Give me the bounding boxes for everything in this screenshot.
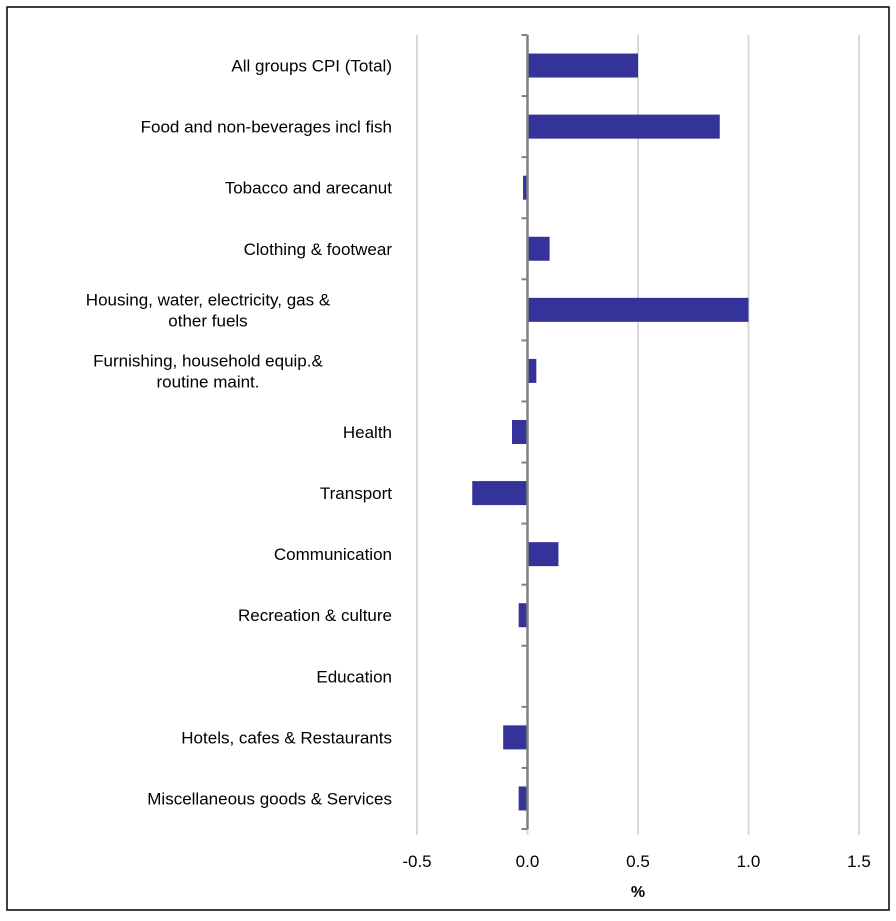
x-tick-labels: -0.5 0.0 0.5 1.0 1.5 bbox=[402, 852, 870, 871]
bar bbox=[527, 236, 550, 261]
category-label: Food and non-beverages incl fish bbox=[141, 118, 392, 137]
bar bbox=[512, 420, 528, 444]
x-tick-label: 0.0 bbox=[516, 852, 540, 871]
chart-border bbox=[6, 6, 890, 911]
bars bbox=[472, 53, 749, 811]
category-label: Furnishing, household equip.& routine mai… bbox=[93, 351, 323, 391]
bar bbox=[527, 53, 638, 78]
category-labels: All groups CPI (Total) Food and non-bever… bbox=[86, 57, 393, 809]
bar bbox=[527, 358, 537, 383]
category-label: Clothing & footwear bbox=[244, 240, 393, 259]
bar bbox=[503, 725, 528, 750]
bar bbox=[527, 542, 559, 567]
x-tick-label: 1.0 bbox=[737, 852, 761, 871]
x-axis-title: % bbox=[631, 884, 645, 901]
category-label: Communication bbox=[274, 545, 392, 564]
category-label: Health bbox=[343, 423, 392, 442]
x-tick-label: -0.5 bbox=[402, 852, 431, 871]
x-tick-label: 1.5 bbox=[847, 852, 871, 871]
bar bbox=[518, 786, 528, 811]
category-label: Recreation & culture bbox=[238, 606, 392, 625]
x-tick-label: 0.5 bbox=[626, 852, 650, 871]
category-label: Hotels, cafes & Restaurants bbox=[181, 728, 392, 747]
category-label: Transport bbox=[320, 484, 392, 503]
bar bbox=[523, 175, 528, 200]
category-label: Tobacco and arecanut bbox=[225, 179, 393, 198]
category-label: Miscellaneous goods & Services bbox=[147, 789, 392, 808]
bar bbox=[527, 114, 720, 139]
bar bbox=[518, 603, 528, 628]
bar bbox=[472, 481, 528, 506]
bar bbox=[527, 297, 749, 322]
category-label: All groups CPI (Total) bbox=[231, 57, 392, 76]
category-label: Education bbox=[316, 667, 392, 686]
category-label: Housing, water, electricity, gas & other … bbox=[86, 290, 331, 330]
category-axis bbox=[521, 34, 529, 830]
